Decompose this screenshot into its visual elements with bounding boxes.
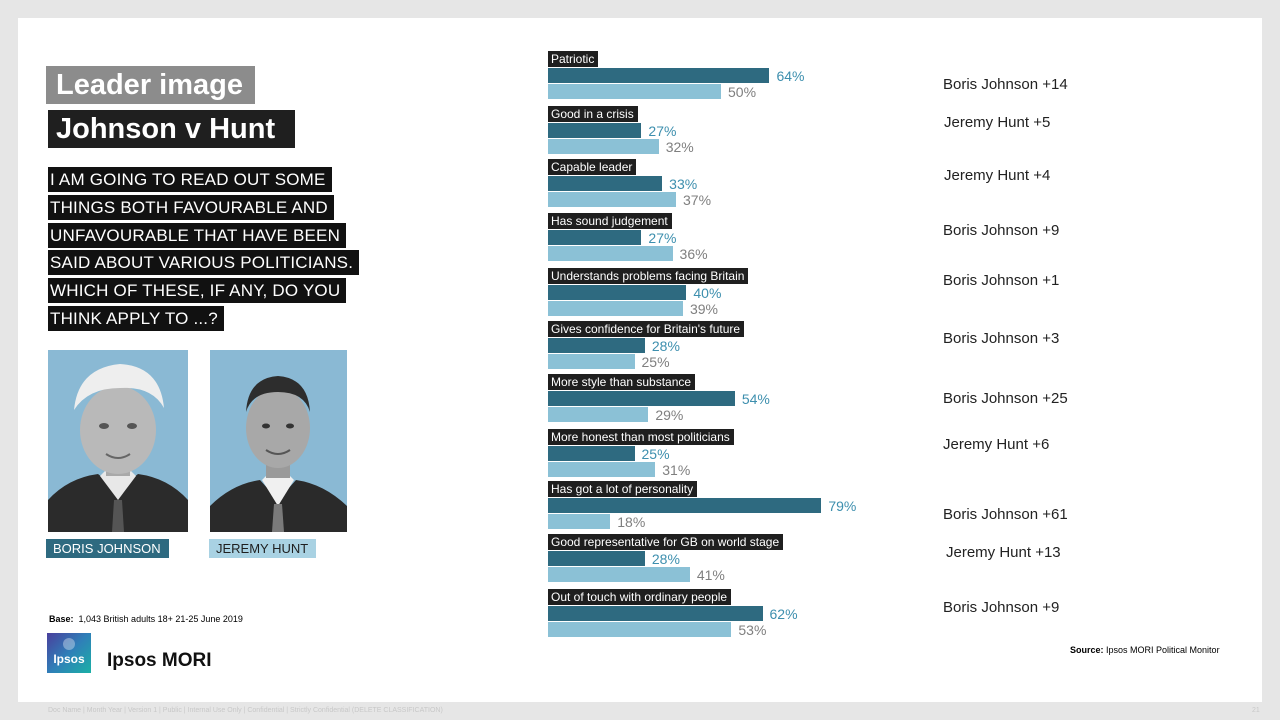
johnson-value-label: 27% [648,123,677,139]
hunt-bar [548,139,659,154]
difference-label: Boris Johnson +9 [943,222,1060,239]
johnson-value-label: 64% [776,68,805,84]
johnson-bar [548,338,645,353]
source-text: Ipsos MORI Political Monitor [1106,645,1220,655]
johnson-value-label: 33% [669,176,698,192]
johnson-bar [548,123,642,138]
hunt-bar [548,462,656,477]
jeremy-hunt-caption: JEREMY HUNT [209,539,317,558]
hunt-value-label: 53% [738,622,767,638]
category-label: Understands problems facing Britain [548,268,749,284]
hunt-bar [548,514,611,529]
category-label: Out of touch with ordinary people [548,589,732,605]
hunt-value-label: 18% [617,514,646,530]
johnson-bar [548,446,635,461]
hunt-value-label: 36% [679,246,708,262]
johnson-value-label: 28% [651,551,680,567]
johnson-value-label: 27% [648,230,677,246]
question-line: I AM GOING TO READ OUT SOME [48,167,332,192]
logo-mark-icon [63,638,75,650]
johnson-bar [548,285,687,300]
category-label: Patriotic [548,51,599,67]
source-label: Source: [1070,645,1104,655]
boris-johnson-caption: BORIS JOHNSON [46,539,169,558]
category-label: Has sound judgement [548,213,672,229]
difference-label: Boris Johnson +3 [943,330,1060,347]
hunt-bar [548,301,683,316]
hunt-value-label: 32% [665,139,694,155]
category-label: More honest than most politicians [548,429,734,445]
hunt-bar [548,622,732,637]
hunt-value-label: 29% [655,407,684,423]
question-line: UNFAVOURABLE THAT HAVE BEEN [48,223,347,248]
page-subtitle: Johnson v Hunt [48,110,296,148]
hunt-bar [548,192,677,207]
hunt-value-label: 25% [641,354,670,370]
hunt-bar [548,246,673,261]
slide: Leader image Johnson v Hunt I AM GOING T… [18,18,1262,714]
base-text: 1,043 British adults 18+ 21-25 June 2019 [78,614,243,624]
johnson-bar [548,498,822,513]
johnson-bar [548,68,770,83]
difference-label: Jeremy Hunt +5 [944,114,1051,131]
johnson-bar [548,391,735,406]
question-line: SAID ABOUT VARIOUS POLITICIANS. [48,250,360,275]
johnson-value-label: 25% [641,446,670,462]
difference-label: Boris Johnson +25 [943,390,1068,407]
difference-label: Boris Johnson +61 [943,506,1068,523]
base-note: Base: 1,043 British adults 18+ 21-25 Jun… [49,614,243,624]
hunt-bar [548,354,635,369]
category-label: More style than substance [548,374,696,390]
page-number: 21 [1252,707,1260,714]
difference-label: Boris Johnson +1 [943,272,1060,289]
jeremy-hunt-photo [210,350,347,532]
difference-label: Boris Johnson +14 [943,76,1068,93]
hunt-bar [548,407,649,422]
logo-text: Ipsos [53,652,85,666]
johnson-value-label: 62% [769,606,798,622]
difference-label: Jeremy Hunt +4 [944,167,1051,184]
hunt-bar [548,567,690,582]
question-line: THINGS BOTH FAVOURABLE AND [48,195,334,220]
hunt-value-label: 50% [728,84,757,100]
question-line: THINK APPLY TO ...? [48,306,224,331]
johnson-value-label: 28% [651,338,680,354]
base-label: Base: [49,614,74,624]
footer-classification: Doc Name | Month Year | Version 1 | Publ… [48,707,443,714]
johnson-value-label: 40% [693,285,722,301]
category-label: Gives confidence for Britain's future [548,321,745,337]
bar-chart: Patriotic 64% 50% Boris Johnson +14 Good in … [18,18,1262,702]
page-title: Leader image [46,66,255,104]
category-label: Good in a crisis [548,106,638,122]
johnson-bar [548,230,642,245]
hunt-bar [548,84,721,99]
source-note: Source: Ipsos MORI Political Monitor [1070,645,1220,655]
johnson-value-label: 79% [828,498,857,514]
brand-name: Ipsos MORI [107,650,212,671]
hunt-value-label: 31% [662,462,691,478]
boris-johnson-photo [48,350,188,532]
hunt-value-label: 41% [696,567,725,583]
difference-label: Jeremy Hunt +13 [946,544,1061,561]
johnson-value-label: 54% [741,391,770,407]
johnson-bar [548,176,663,191]
question-line: WHICH OF THESE, IF ANY, DO YOU [48,278,347,303]
johnson-bar [548,606,763,621]
johnson-bar [548,551,645,566]
category-label: Capable leader [548,159,637,175]
ipsos-logo: Ipsos [47,633,91,673]
hunt-value-label: 37% [683,192,712,208]
category-label: Good representative for GB on world stag… [548,534,784,550]
category-label: Has got a lot of personality [548,481,698,497]
difference-label: Boris Johnson +9 [943,599,1060,616]
hunt-value-label: 39% [689,301,718,317]
difference-label: Jeremy Hunt +6 [943,436,1050,453]
